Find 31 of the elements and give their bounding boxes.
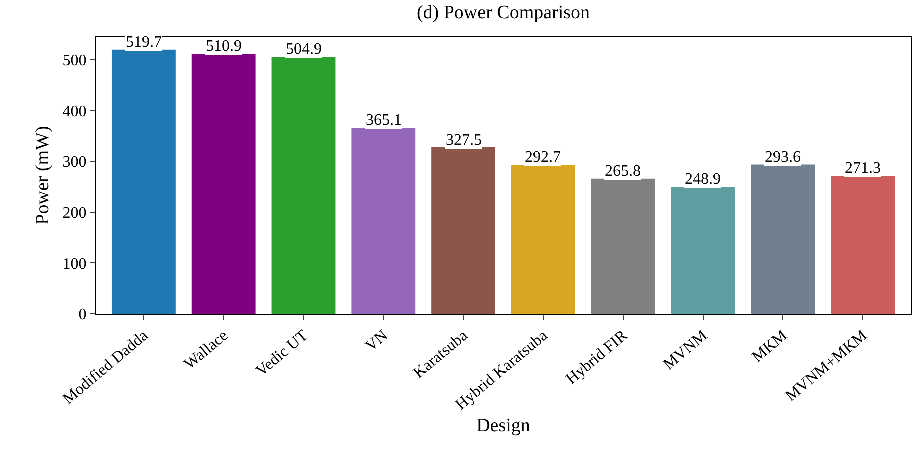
x-tick-label: VN [362, 327, 392, 356]
data-label: 265.8 [605, 163, 641, 180]
bar [831, 176, 896, 314]
x-axis-title: Design [476, 416, 531, 437]
y-tick-label: 500 [62, 52, 87, 70]
bar [432, 148, 496, 314]
y-axis-title: Power (mW) [32, 126, 54, 225]
data-label: 327.5 [446, 132, 482, 149]
data-label: 248.9 [685, 171, 721, 188]
bar [192, 54, 256, 314]
data-label: 271.3 [845, 160, 881, 177]
y-tick-label: 300 [62, 154, 87, 172]
bar [112, 50, 176, 314]
y-tick-label: 200 [62, 204, 87, 222]
x-tick-label: Vedic UT [253, 327, 312, 380]
data-label: 293.6 [765, 149, 801, 166]
bar [751, 164, 816, 314]
bar [591, 178, 656, 314]
bar [511, 165, 576, 314]
y-tick-label: 400 [62, 103, 87, 120]
bar [272, 57, 336, 314]
y-tick-label: 100 [62, 256, 87, 273]
chart-title: (d) Power Comparison [416, 2, 591, 24]
data-label: 510.9 [206, 38, 242, 55]
bar [671, 187, 736, 314]
y-tick-label: 0 [78, 306, 87, 324]
data-label: 519.7 [126, 34, 162, 51]
data-label: 292.7 [525, 149, 561, 166]
bar [352, 128, 416, 314]
data-label: 365.1 [366, 112, 402, 129]
data-label: 504.9 [286, 41, 322, 58]
